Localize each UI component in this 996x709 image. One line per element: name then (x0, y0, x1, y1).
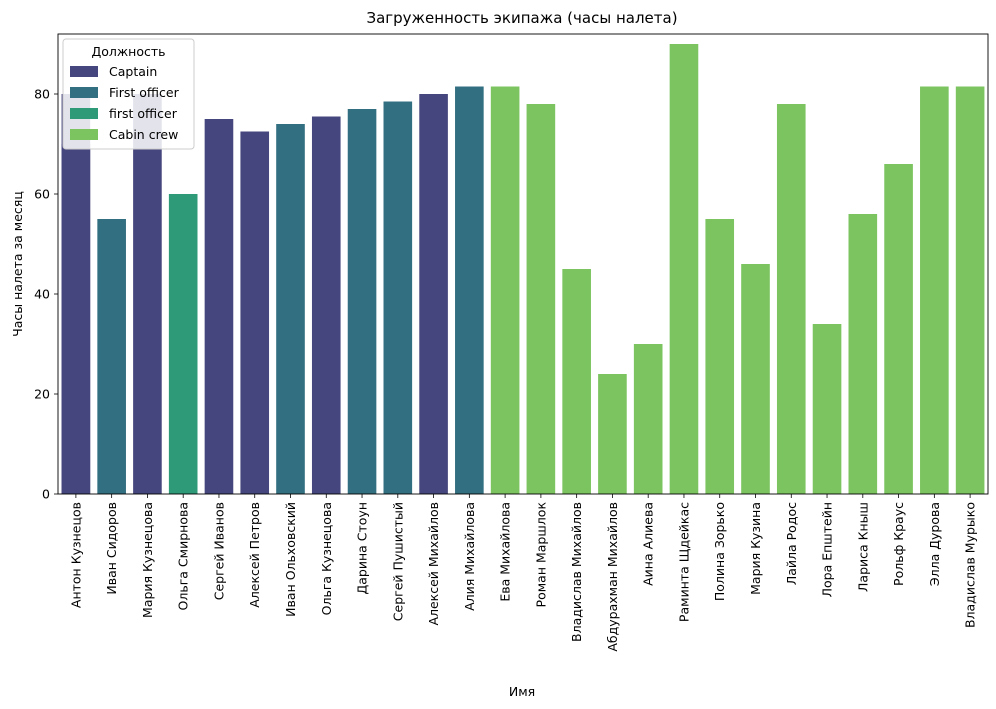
x-axis: Антон Кузнецов Иван Сидоров Мария Кузнецов… (68, 494, 978, 652)
x-tick-label: Дарина Стоун (355, 502, 370, 595)
bar (419, 94, 448, 494)
x-tick-label: Лора Епштейн (820, 502, 835, 597)
bars-group (61, 44, 985, 494)
x-tick-label: Элла Дурова (927, 502, 942, 586)
bar (955, 86, 985, 494)
x-tick-label: Ольга Смирнова (176, 502, 191, 610)
x-tick-label: Алексей Петров (247, 502, 262, 608)
bar (168, 194, 198, 494)
bar (97, 219, 126, 494)
x-tick-label: Мария Кузнецова (140, 502, 155, 618)
x-tick-label: Антон Кузнецов (68, 502, 83, 608)
bar (204, 119, 234, 494)
bar (812, 324, 842, 494)
legend-entry-label: Captain (109, 64, 157, 79)
bar (848, 214, 878, 494)
x-tick-label: Владислав Михайлов (569, 502, 584, 642)
x-tick-label: Иван Ольховский (283, 502, 298, 617)
y-tick-label: 80 (34, 87, 50, 102)
x-tick-label: Иван Сидоров (104, 502, 119, 595)
x-axis-label: Имя (509, 684, 535, 699)
bar (776, 104, 806, 494)
x-tick-label: Ева Михайлова (498, 502, 513, 602)
x-tick-label: Алия Михайлова (462, 502, 477, 611)
x-tick-label: Полина Зорько (712, 502, 727, 601)
bar (633, 344, 663, 494)
bar (598, 374, 627, 494)
y-tick-label: 0 (42, 487, 50, 502)
x-tick-label: Аина Алиева (641, 502, 656, 586)
x-tick-label: Сергей Иванов (211, 502, 226, 600)
bar (705, 219, 735, 494)
bar (276, 124, 305, 494)
chart-title: Загруженность экипажа (часы налета) (366, 9, 677, 27)
bar (526, 104, 556, 494)
bar (669, 44, 699, 494)
x-tick-label: Рольф Краус (891, 502, 906, 586)
bar (455, 86, 484, 494)
y-tick-label: 60 (34, 187, 50, 202)
legend-entry-label: first officer (109, 106, 178, 121)
x-tick-label: Раминта Щдейкас (676, 502, 691, 622)
x-tick-label: Лариса Кныш (855, 502, 870, 592)
x-tick-label: Роман Маршлок (533, 502, 548, 608)
bar (383, 101, 413, 494)
x-tick-label: Абдурахман Михайлов (605, 502, 620, 652)
plot-frame (57, 33, 989, 495)
legend-entry-label: Cabin crew (109, 127, 178, 142)
x-tick-label: Лайла Родос (784, 502, 799, 585)
legend-swatch (70, 66, 98, 77)
bar (311, 116, 341, 494)
legend-title: Должность (91, 44, 165, 59)
bar (490, 86, 520, 494)
bar (920, 86, 949, 494)
bar (240, 131, 270, 494)
bar (884, 164, 913, 494)
x-tick-label: Алексей Михайлов (426, 502, 441, 626)
y-axis: 0 20 40 60 80 (34, 87, 58, 502)
x-tick-label: Мария Кузина (748, 502, 763, 595)
legend: Должность Captain First officer first offi… (62, 38, 195, 150)
legend-swatch (70, 87, 98, 98)
bar (61, 144, 91, 494)
legend-entry-label: First officer (109, 85, 180, 100)
x-tick-label: Ольга Кузнецова (319, 502, 334, 615)
y-tick-label: 40 (34, 287, 50, 302)
bar (562, 269, 591, 494)
bar (347, 109, 377, 494)
x-tick-label: Сергей Пушистый (390, 502, 405, 621)
x-tick-label: Владислав Мурыко (963, 502, 978, 628)
bar (741, 264, 770, 494)
y-axis-label: Часы налета за месяц (10, 191, 25, 337)
y-tick-label: 20 (34, 387, 50, 402)
legend-swatch (70, 108, 98, 119)
legend-swatch (70, 129, 98, 140)
bar (133, 94, 162, 494)
